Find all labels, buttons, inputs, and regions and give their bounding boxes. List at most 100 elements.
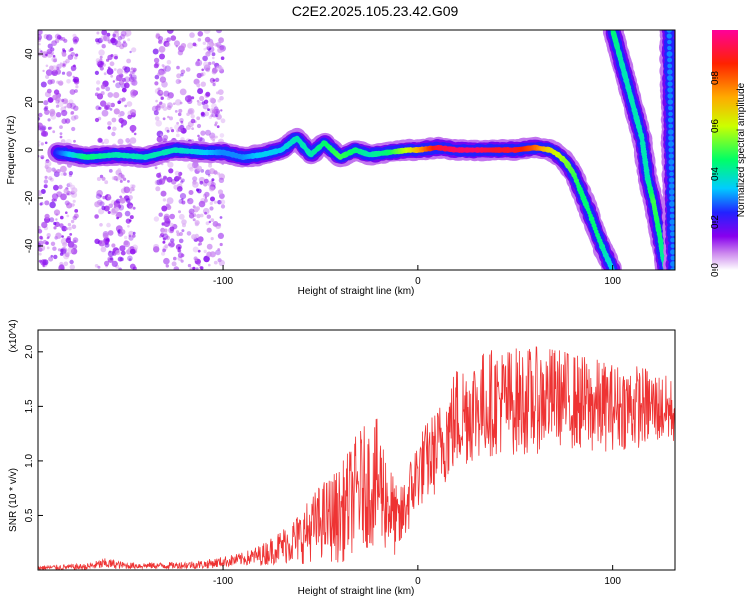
noise-speckle [107, 250, 114, 257]
noise-speckle [60, 215, 64, 220]
noise-speckle [209, 206, 214, 211]
noise-speckle [157, 72, 161, 76]
noise-speckle [52, 130, 56, 134]
noise-speckle [72, 75, 75, 79]
noise-speckle [162, 240, 166, 244]
ridge-edge-core [667, 75, 673, 81]
noise-speckle [205, 91, 211, 97]
noise-speckle [121, 87, 127, 93]
noise-speckle [101, 109, 109, 117]
noise-speckle [191, 127, 195, 130]
noise-speckle [204, 211, 208, 215]
noise-speckle [70, 47, 74, 52]
noise-speckle [115, 82, 121, 89]
noise-speckle [152, 48, 159, 55]
noise-speckle [75, 53, 79, 57]
x-tick-label: 100 [604, 576, 621, 587]
noise-speckle [38, 43, 41, 46]
noise-speckle [101, 176, 106, 181]
noise-speckle [70, 219, 75, 224]
noise-speckle [58, 80, 64, 86]
noise-speckle [45, 69, 53, 76]
noise-speckle [213, 170, 218, 175]
noise-speckle [68, 171, 73, 176]
ridge-edge-core [666, 30, 672, 33]
noise-speckle [202, 55, 208, 62]
noise-speckle [206, 41, 213, 48]
ridge-edge-core [670, 255, 675, 261]
noise-speckle [71, 126, 76, 132]
noise-speckle [60, 165, 67, 173]
noise-speckle [168, 243, 171, 247]
noise-speckle [44, 200, 50, 206]
noise-speckle [192, 246, 199, 253]
noise-speckle [113, 108, 120, 115]
noise-speckle [192, 213, 197, 218]
noise-speckle [131, 70, 136, 74]
noise-speckle [161, 251, 166, 256]
noise-speckle [38, 122, 43, 129]
noise-speckle [206, 214, 211, 219]
noise-speckle [204, 191, 210, 198]
y-tick-label: 1.5 [24, 399, 35, 413]
noise-speckle [205, 129, 211, 136]
noise-speckle [188, 208, 195, 215]
noise-speckle [120, 34, 126, 40]
noise-speckle [210, 218, 215, 223]
noise-speckle [94, 238, 100, 244]
noise-speckle [181, 200, 186, 205]
noise-speckle [118, 267, 122, 270]
noise-speckle [200, 111, 205, 116]
noise-speckle [99, 223, 103, 227]
colorbar: 0.0 0.2 0.4 0.6 0.8 Normalized spectral ampl… [710, 30, 747, 277]
ridge-edge-core [669, 213, 675, 219]
noise-speckle [47, 236, 50, 239]
noise-speckle [178, 232, 183, 236]
noise-speckle [38, 112, 43, 118]
noise-speckle [198, 242, 202, 246]
noise-speckle [174, 40, 180, 47]
noise-speckle [94, 70, 99, 75]
noise-speckle [217, 89, 224, 95]
noise-speckle [53, 209, 61, 216]
noise-speckle [200, 112, 206, 118]
noise-speckle [57, 248, 62, 252]
noise-speckle [101, 205, 106, 211]
noise-speckle [61, 71, 66, 75]
noise-speckle [111, 117, 117, 123]
noise-speckle [200, 81, 206, 87]
noise-speckle [163, 40, 170, 47]
ridge-edge-core [668, 183, 675, 189]
y-tick-label: 40 [24, 48, 35, 60]
noise-speckle [126, 180, 130, 183]
noise-speckle [203, 30, 211, 34]
noise-speckle [51, 56, 58, 63]
noise-speckle [207, 180, 214, 187]
noise-speckle [200, 130, 206, 136]
y-tick-label: 0 [24, 147, 35, 153]
noise-speckle [115, 249, 121, 256]
noise-speckle [75, 85, 79, 89]
noise-speckle [41, 221, 48, 229]
noise-speckle [129, 186, 135, 192]
noise-speckle [111, 176, 116, 181]
noise-speckle [210, 181, 216, 188]
noise-speckle [165, 264, 169, 268]
noise-speckle [214, 123, 218, 127]
noise-speckle [174, 110, 178, 113]
noise-speckle [162, 134, 169, 141]
noise-speckle [129, 219, 132, 222]
noise-speckle [106, 222, 111, 228]
noise-speckle [124, 104, 128, 108]
noise-speckle [215, 249, 221, 256]
noise-speckle [101, 141, 105, 145]
noise-speckle [66, 202, 73, 209]
noise-speckle [196, 116, 201, 121]
noise-speckle [107, 211, 111, 214]
noise-speckle [69, 233, 73, 236]
noise-speckle [197, 263, 201, 267]
noise-speckle [165, 203, 170, 208]
noise-speckle [40, 81, 47, 88]
noise-speckle [65, 227, 69, 231]
noise-speckle [218, 177, 225, 183]
